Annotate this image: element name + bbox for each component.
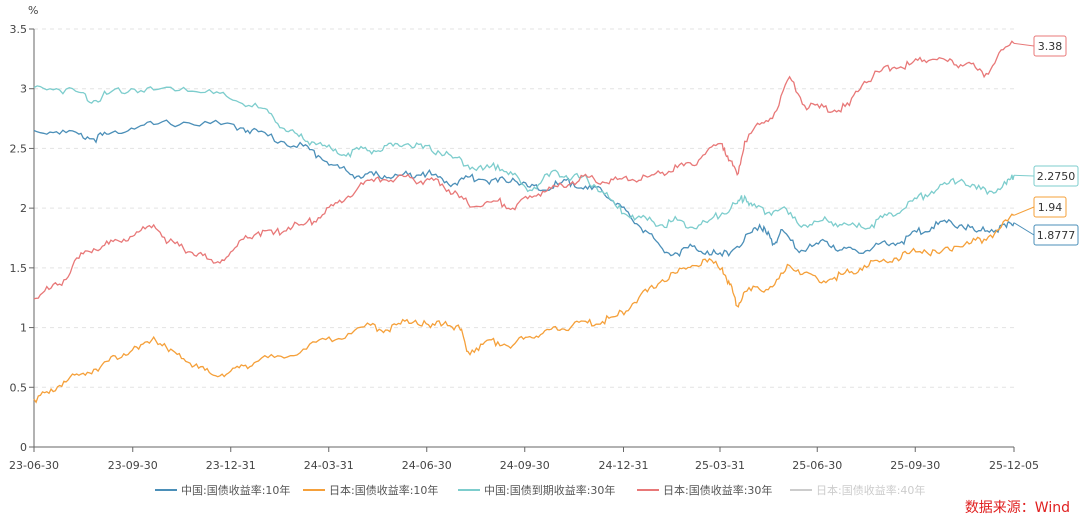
- x-tick-label: 24-03-31: [304, 459, 354, 472]
- legend-label: 中国:国债收益率:10年: [181, 483, 290, 497]
- legend-label: 日本:国债收益率:40年: [816, 483, 925, 497]
- end-labels: 1.8777 1.94 2.2750 3.38: [1013, 35, 1079, 246]
- y-unit-label: %: [28, 4, 38, 17]
- y-tick-label: 0.5: [10, 381, 28, 394]
- legend[interactable]: 中国:国债收益率:10年 日本:国债收益率:10年 中国:国债到期收益率:30年 日本…: [155, 483, 925, 497]
- x-tick-label: 23-12-31: [206, 459, 256, 472]
- end-label-connector: [1013, 174, 1035, 177]
- y-tick-label: 1.5: [10, 262, 28, 275]
- end-label-connector: [1013, 206, 1035, 216]
- y-tick-label: 2: [20, 202, 27, 215]
- y-axis: 0 0.5 1 1.5 2 2.5 3 3.5: [10, 23, 35, 454]
- legend-label: 日本:国债收益率:10年: [329, 483, 438, 497]
- source-note: 数据来源：Wind: [964, 500, 1070, 516]
- series-line: [33, 119, 1015, 258]
- legend-item[interactable]: 日本:国债收益率:30年: [637, 483, 772, 497]
- end-label-connector: [1013, 222, 1035, 236]
- end-label-box: [1033, 196, 1067, 218]
- y-tick-label: 3.5: [10, 23, 28, 36]
- end-label-box: [1033, 35, 1067, 57]
- legend-item[interactable]: 中国:国债到期收益率:30年: [458, 483, 615, 497]
- legend-item[interactable]: 中国:国债收益率:10年: [155, 483, 290, 497]
- end-label-value: 1.8777: [1037, 229, 1076, 242]
- end-label-box: [1033, 224, 1079, 246]
- y-tick-label: 0: [20, 441, 27, 454]
- x-tick-label: 24-06-30: [402, 459, 452, 472]
- x-tick-label: 25-09-30: [890, 459, 940, 472]
- y-tick-label: 1: [20, 322, 27, 335]
- x-tick-label: 25-03-31: [695, 459, 745, 472]
- x-tick-label: 23-06-30: [9, 459, 59, 472]
- series-line: [33, 40, 1015, 300]
- legend-item[interactable]: 日本:国债收益率:10年: [303, 483, 438, 497]
- end-label-value: 3.38: [1038, 40, 1063, 53]
- x-tick-label: 24-12-31: [599, 459, 649, 472]
- y-tick-label: 3: [20, 83, 27, 96]
- series-lines: [33, 40, 1015, 404]
- x-tick-label: 24-09-30: [500, 459, 550, 472]
- end-label-connector: [1013, 42, 1035, 47]
- x-tick-label: 23-09-30: [108, 459, 158, 472]
- x-axis: 23-06-30 23-09-30 23-12-31 24-03-31 24-06-30…: [9, 446, 1039, 472]
- legend-label: 日本:国债收益率:30年: [663, 483, 772, 497]
- y-tick-label: 2.5: [10, 142, 28, 155]
- series-line: [33, 85, 1015, 230]
- x-tick-label: 25-06-30: [792, 459, 842, 472]
- end-label-value: 1.94: [1038, 201, 1063, 214]
- end-label-value: 2.2750: [1037, 170, 1076, 183]
- series-line: [33, 213, 1015, 404]
- grid-lines: [34, 28, 1014, 388]
- x-tick-label: 25-12-05: [989, 459, 1039, 472]
- legend-label: 中国:国债到期收益率:30年: [484, 483, 615, 497]
- legend-item[interactable]: 日本:国债收益率:40年: [790, 483, 925, 497]
- end-label-box: [1033, 165, 1079, 187]
